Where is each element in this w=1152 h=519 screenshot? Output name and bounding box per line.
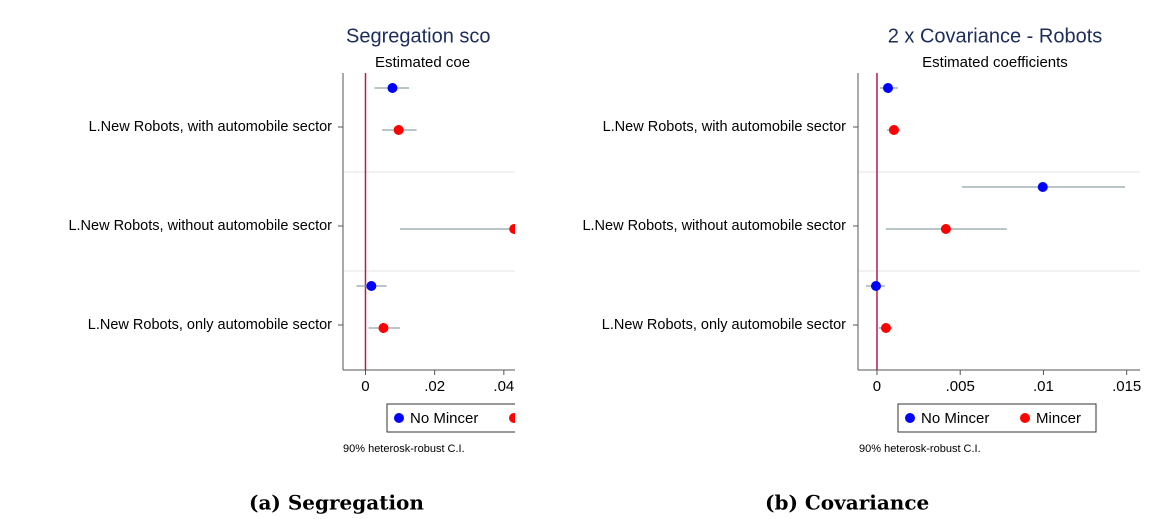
captions: (a) Segregation (b) Covariance bbox=[249, 491, 929, 515]
point bbox=[387, 83, 398, 93]
x-tick-label: .04 bbox=[493, 378, 514, 395]
x-tick-label: 0 bbox=[361, 378, 369, 395]
point bbox=[366, 281, 377, 291]
point bbox=[940, 224, 951, 234]
x-tick-label: .015 bbox=[1112, 378, 1141, 395]
legend-box bbox=[386, 403, 515, 433]
legend-marker bbox=[509, 413, 515, 423]
x-tick-label: 0 bbox=[873, 378, 881, 395]
point bbox=[378, 323, 389, 333]
note: 90% heterosk-robust C.I. bbox=[343, 443, 465, 455]
legend-label: Mincer bbox=[1036, 410, 1081, 427]
point bbox=[880, 323, 891, 333]
legend-box bbox=[897, 403, 1097, 433]
legend-label: No Mincer bbox=[410, 410, 478, 427]
point bbox=[888, 125, 899, 135]
chart-title: Segregation sco bbox=[346, 25, 491, 47]
x-tick-label: .06 bbox=[563, 378, 584, 395]
legend-label: No Mincer bbox=[921, 410, 989, 427]
x-tick-label: .02 bbox=[424, 378, 445, 395]
x-tick-label: .005 bbox=[946, 378, 975, 395]
point bbox=[393, 125, 404, 135]
point bbox=[509, 224, 515, 234]
y-tick-label: L.New Robots, without automobile sector bbox=[582, 218, 846, 234]
y-tick-label: L.New Robots, only automobile sector bbox=[602, 317, 846, 333]
y-tick-label: L.New Robots, with automobile sector bbox=[603, 119, 847, 135]
note: 90% heterosk-robust C.I. bbox=[859, 443, 981, 455]
chart-title: 2 x Covariance - Robots bbox=[888, 25, 1103, 47]
legend-marker bbox=[1020, 413, 1030, 423]
legend-marker bbox=[905, 413, 915, 423]
chart-subtitle: Estimated coe bbox=[375, 54, 470, 71]
panel: 2 x Covariance - Robots Estimated coeffic… bbox=[582, 25, 1141, 455]
legend-marker bbox=[394, 413, 404, 423]
point bbox=[870, 281, 881, 291]
caption: (b) Covariance bbox=[765, 491, 929, 515]
panel: Segregation sco Estimated coe 0 .02 .04 .06 L.… bbox=[68, 25, 584, 455]
x-tick-label: .01 bbox=[1033, 378, 1054, 395]
point bbox=[882, 83, 893, 93]
y-tick-label: L.New Robots, with automobile sector bbox=[89, 119, 333, 135]
y-tick-label: L.New Robots, only automobile sector bbox=[88, 317, 332, 333]
chart-subtitle: Estimated coefficients bbox=[922, 54, 1068, 71]
caption: (a) Segregation bbox=[249, 491, 424, 515]
y-tick-label: L.New Robots, without automobile sector bbox=[68, 218, 332, 234]
point bbox=[1037, 182, 1048, 192]
